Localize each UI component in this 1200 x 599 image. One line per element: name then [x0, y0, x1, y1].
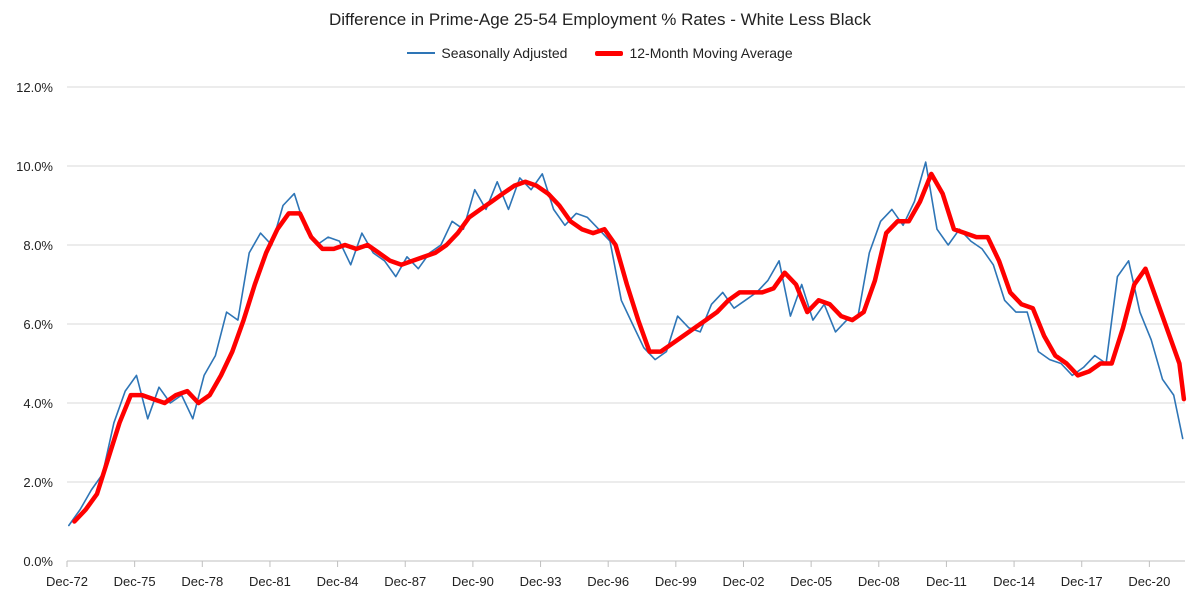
x-tick-label-5: Dec-87 — [384, 574, 426, 589]
x-tick-label-0: Dec-72 — [46, 574, 88, 589]
x-tick-label-9: Dec-99 — [655, 574, 697, 589]
legend-label-seasonally-adjusted: Seasonally Adjusted — [441, 45, 568, 61]
legend-item-seasonally-adjusted: Seasonally Adjusted — [407, 45, 567, 61]
y-tick-label-5: 10.0% — [16, 159, 53, 174]
x-tick-label-13: Dec-11 — [926, 574, 967, 589]
legend-swatch-moving-average — [595, 50, 624, 56]
x-tick-label-15: Dec-17 — [1061, 574, 1103, 589]
legend-item-moving-average: 12-Month Moving Average — [595, 45, 793, 61]
x-tick-label-7: Dec-93 — [520, 574, 562, 589]
x-tick-label-14: Dec-14 — [993, 574, 1035, 589]
y-tick-label-6: 12.0% — [16, 80, 53, 95]
x-tick-label-10: Dec-02 — [723, 574, 765, 589]
series-line-moving-average — [72, 171, 1187, 524]
x-tick-label-8: Dec-96 — [587, 574, 629, 589]
legend-swatch-seasonally-adjusted — [407, 52, 436, 54]
series-line-seasonally-adjusted — [68, 161, 1184, 527]
x-tick-label-4: Dec-84 — [317, 574, 359, 589]
x-tick-label-1: Dec-75 — [114, 574, 156, 589]
y-tick-label-4: 8.0% — [23, 238, 53, 253]
x-tick-label-16: Dec-20 — [1128, 574, 1170, 589]
x-tick-label-3: Dec-81 — [249, 574, 291, 589]
y-tick-label-0: 0.0% — [23, 554, 53, 569]
y-tick-label-1: 2.0% — [23, 475, 53, 490]
legend-label-moving-average: 12-Month Moving Average — [629, 45, 793, 61]
chart-title: Difference in Prime-Age 25-54 Employment… — [328, 10, 872, 29]
x-tick-label-2: Dec-78 — [181, 574, 223, 589]
y-tick-label-2: 4.0% — [23, 396, 53, 411]
x-tick-label-6: Dec-90 — [452, 574, 494, 589]
x-tick-label-11: Dec-05 — [790, 574, 832, 589]
x-tick-label-12: Dec-08 — [858, 574, 900, 589]
chart-legend: Seasonally Adjusted 12-Month Moving Aver… — [0, 45, 1200, 61]
y-tick-label-3: 6.0% — [23, 317, 53, 332]
